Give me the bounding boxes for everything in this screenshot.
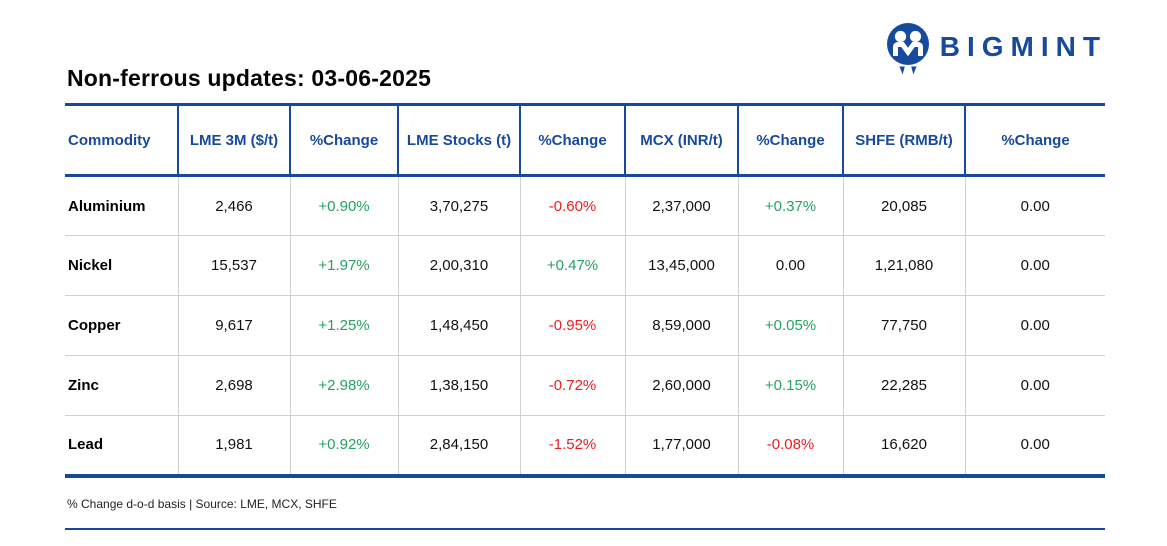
value-cell: 1,21,080: [842, 235, 965, 296]
value-cell: 22,285: [842, 355, 965, 416]
change-cell: +2.98%: [289, 355, 398, 416]
change-cell: 0.00: [964, 415, 1105, 476]
brand-logo: BIGMINT: [886, 22, 1107, 75]
table-row-lead: Lead 1,981 +0.92% 2,84,150 -1.52% 1,77,0…: [65, 415, 1105, 476]
table-row-zinc: Zinc 2,698 +2.98% 1,38,150 -0.72% 2,60,0…: [65, 355, 1105, 416]
value-cell: 2,698: [177, 355, 290, 416]
change-cell: +0.15%: [737, 355, 843, 416]
change-cell: -1.52%: [519, 415, 625, 476]
table-header-row: Commodity LME 3M ($/t) %Change LME Stock…: [65, 104, 1105, 177]
change-cell: +0.37%: [737, 175, 843, 236]
change-cell: -0.60%: [519, 175, 625, 236]
bigmint-logo-icon: [886, 22, 930, 75]
bottom-divider: [65, 528, 1105, 530]
col-header-change-2: %Change: [519, 104, 625, 177]
table-row-aluminium: Aluminium 2,466 +0.90% 3,70,275 -0.60% 2…: [65, 175, 1105, 236]
col-header-change-3: %Change: [737, 104, 843, 177]
value-cell: 3,70,275: [397, 175, 520, 236]
change-cell: +0.92%: [289, 415, 398, 476]
value-cell: 8,59,000: [624, 295, 738, 356]
value-cell: 2,60,000: [624, 355, 738, 416]
col-header-change-1: %Change: [289, 104, 398, 177]
brand-name: BIGMINT: [939, 30, 1107, 62]
col-header-commodity: Commodity: [65, 104, 178, 177]
source-footnote: % Change d-o-d basis | Source: LME, MCX,…: [67, 497, 337, 511]
value-cell: 1,38,150: [397, 355, 520, 416]
value-cell: 1,77,000: [624, 415, 738, 476]
change-cell: 0.00: [964, 235, 1105, 296]
col-header-shfe: SHFE (RMB/t): [842, 104, 965, 177]
col-header-change-4: %Change: [964, 104, 1105, 177]
change-cell: 0.00: [964, 175, 1105, 236]
commodity-cell: Lead: [65, 415, 178, 476]
table-row-nickel: Nickel 15,537 +1.97% 2,00,310 +0.47% 13,…: [65, 235, 1105, 296]
change-cell: -0.95%: [519, 295, 625, 356]
commodity-table: Commodity LME 3M ($/t) %Change LME Stock…: [65, 103, 1105, 478]
col-header-lme-stocks: LME Stocks (t): [397, 104, 520, 177]
value-cell: 2,466: [177, 175, 290, 236]
value-cell: 13,45,000: [624, 235, 738, 296]
commodity-cell: Nickel: [65, 235, 178, 296]
value-cell: 2,00,310: [397, 235, 520, 296]
change-cell: +1.25%: [289, 295, 398, 356]
value-cell: 2,37,000: [624, 175, 738, 236]
col-header-lme-3m: LME 3M ($/t): [177, 104, 290, 177]
value-cell: 1,981: [177, 415, 290, 476]
page-title: Non-ferrous updates: 03-06-2025: [67, 65, 432, 91]
value-cell: 15,537: [177, 235, 290, 296]
change-cell: 0.00: [737, 235, 843, 296]
change-cell: +1.97%: [289, 235, 398, 296]
value-cell: 1,48,450: [397, 295, 520, 356]
change-cell: 0.00: [964, 355, 1105, 416]
value-cell: 9,617: [177, 295, 290, 356]
commodity-cell: Copper: [65, 295, 178, 356]
commodity-cell: Aluminium: [65, 175, 178, 236]
change-cell: +0.05%: [737, 295, 843, 356]
commodity-cell: Zinc: [65, 355, 178, 416]
col-header-mcx: MCX (INR/t): [624, 104, 738, 177]
change-cell: -0.72%: [519, 355, 625, 416]
change-cell: +0.90%: [289, 175, 398, 236]
table-row-copper: Copper 9,617 +1.25% 1,48,450 -0.95% 8,59…: [65, 295, 1105, 356]
change-cell: 0.00: [964, 295, 1105, 356]
value-cell: 20,085: [842, 175, 965, 236]
value-cell: 77,750: [842, 295, 965, 356]
change-cell: +0.47%: [519, 235, 625, 296]
change-cell: -0.08%: [737, 415, 843, 476]
value-cell: 16,620: [842, 415, 965, 476]
value-cell: 2,84,150: [397, 415, 520, 476]
